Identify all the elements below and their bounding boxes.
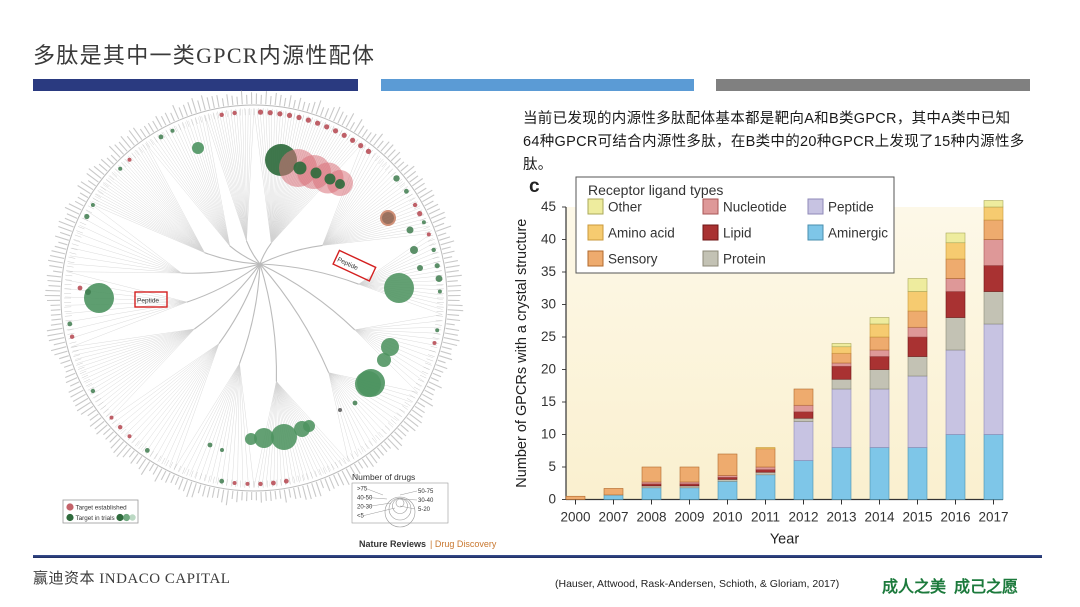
svg-text:| Drug Discovery: | Drug Discovery — [430, 539, 497, 549]
svg-text:Target established: Target established — [76, 504, 128, 511]
svg-text:40-50: 40-50 — [357, 496, 373, 502]
svg-text:5-20: 5-20 — [418, 507, 431, 513]
svg-text:>75: >75 — [357, 487, 368, 493]
svg-text:Number of drugs: Number of drugs — [352, 472, 415, 482]
svg-text:50-75: 50-75 — [418, 489, 434, 495]
svg-text:Nature Reviews: Nature Reviews — [359, 539, 426, 549]
svg-text:30-40: 30-40 — [418, 498, 434, 504]
svg-text:Target in trials: Target in trials — [76, 515, 115, 522]
svg-text:<5: <5 — [357, 514, 365, 520]
svg-text:20-30: 20-30 — [357, 505, 373, 511]
